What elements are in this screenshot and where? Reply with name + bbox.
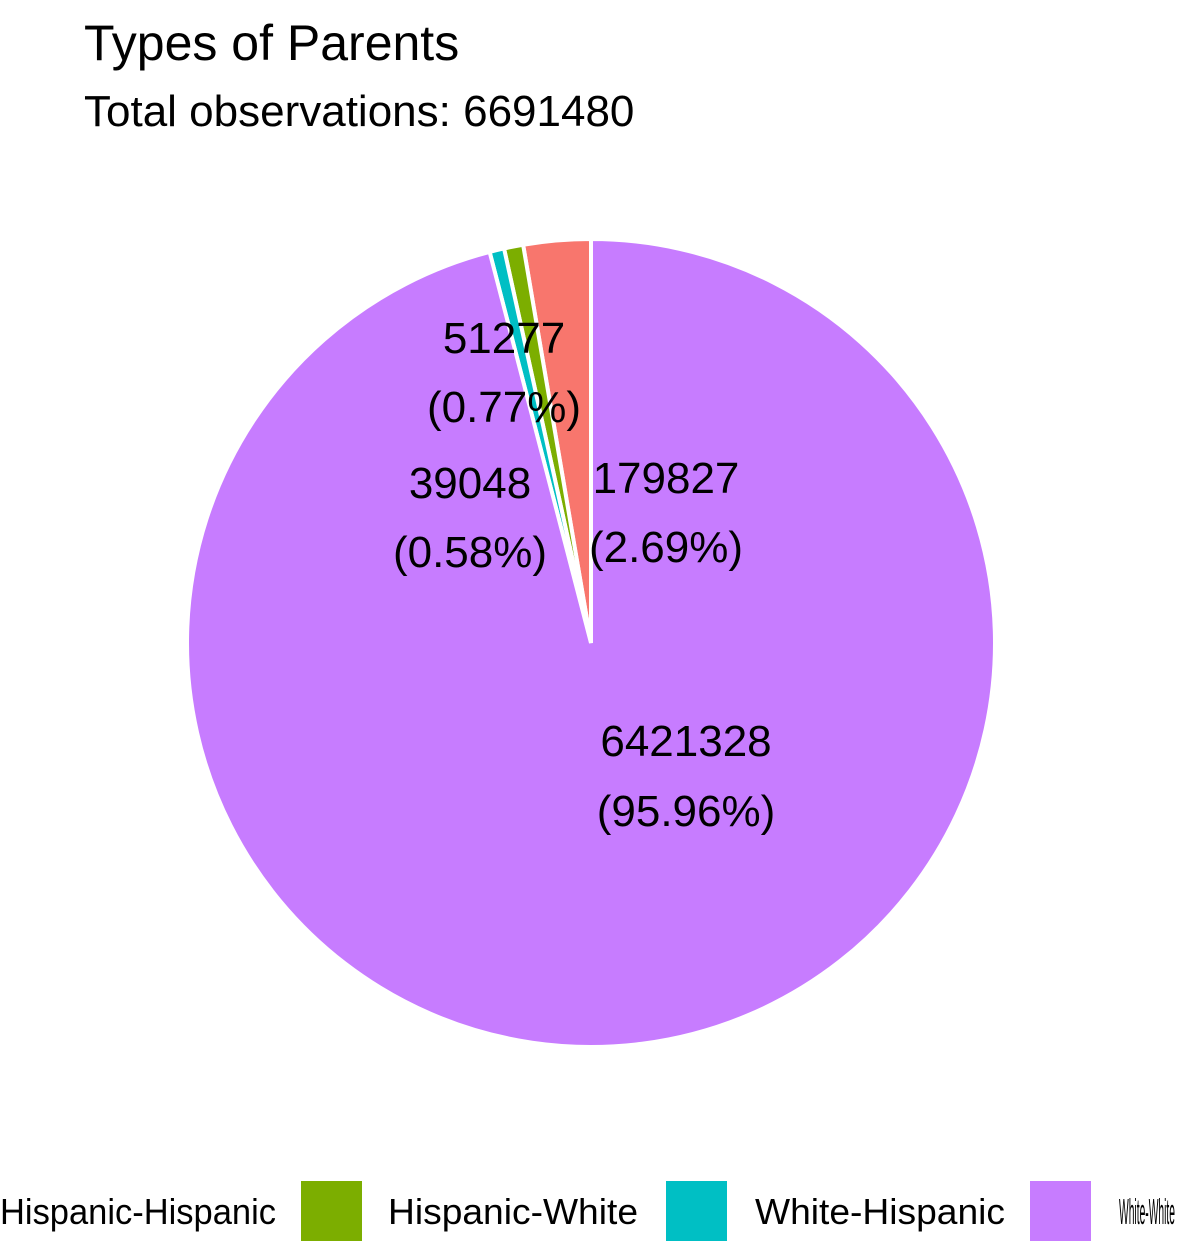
slice-percent-label-white-white: (95.96%) bbox=[597, 787, 776, 836]
slice-percent-label-white-hispanic: (0.58%) bbox=[393, 528, 547, 577]
legend-label-hispanic-hispanic: Hispanic-Hispanic bbox=[0, 1191, 276, 1232]
legend: Hispanic-Hispanic Hispanic-White White-His… bbox=[0, 1181, 1175, 1241]
slice-percent-label-hispanic-white: (0.77%) bbox=[427, 383, 581, 432]
slice-labels: 179827 (2.69%) 51277 (0.77%) 39048 (0.58%) 642… bbox=[393, 314, 775, 836]
pie-slice-white-white bbox=[185, 236, 998, 1049]
pie-slices bbox=[185, 236, 998, 1049]
slice-value-label-white-hispanic: 39048 bbox=[409, 459, 531, 508]
slice-value-label-hispanic-white: 51277 bbox=[443, 314, 565, 363]
chart-title: Types of Parents bbox=[84, 15, 459, 71]
legend-label-hispanic-white: Hispanic-White bbox=[388, 1191, 638, 1232]
chart-subtitle: Total observations: 6691480 bbox=[84, 87, 634, 136]
slice-value-label-white-white: 6421328 bbox=[600, 717, 771, 766]
legend-label-white-white: White-White bbox=[1119, 1191, 1175, 1232]
slice-value-label-hispanic-hispanic: 179827 bbox=[593, 454, 740, 503]
legend-key-white-white bbox=[1030, 1181, 1091, 1241]
legend-key-white-hispanic bbox=[666, 1181, 727, 1241]
slice-percent-label-hispanic-hispanic: (2.69%) bbox=[589, 523, 743, 572]
legend-label-white-hispanic: White-Hispanic bbox=[755, 1191, 1005, 1232]
legend-key-hispanic-white bbox=[301, 1181, 362, 1241]
